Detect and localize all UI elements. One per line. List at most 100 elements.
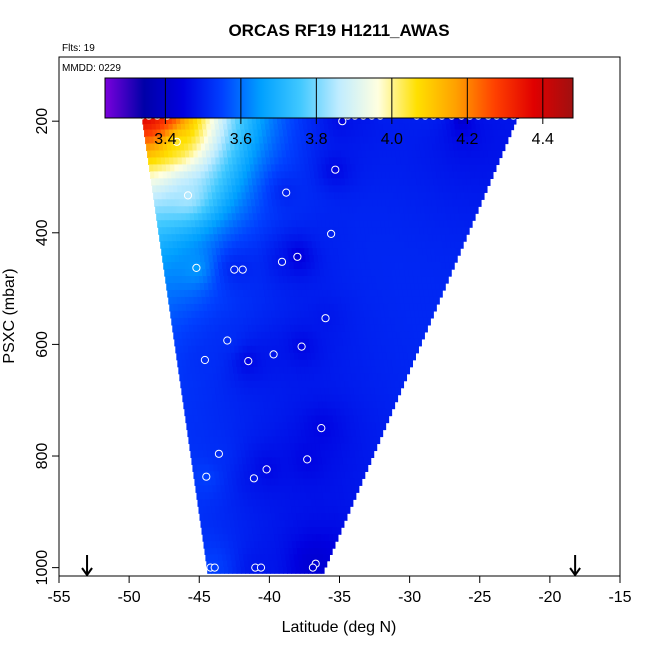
- heatmap-cell: [294, 296, 300, 305]
- heatmap-cell: [154, 118, 160, 125]
- heatmap-cell: [267, 520, 273, 528]
- heatmap-cell: [283, 366, 289, 375]
- heatmap-cell: [295, 566, 301, 574]
- heatmap-cell: [180, 234, 186, 242]
- heatmap-cell: [252, 387, 258, 396]
- heatmap-cell: [207, 129, 212, 138]
- heatmap-cell: [263, 255, 268, 263]
- heatmap-cell: [179, 289, 185, 298]
- heatmap-cell: [425, 303, 431, 312]
- heatmap-cell: [192, 289, 198, 298]
- heatmap-cell: [293, 234, 299, 242]
- heatmap-cell: [240, 566, 246, 574]
- heatmap-cell: [359, 394, 364, 403]
- heatmap-cell: [420, 206, 426, 214]
- heatmap-cell: [429, 213, 435, 221]
- heatmap-cell: [348, 234, 354, 242]
- heatmap-cell: [446, 241, 452, 249]
- heatmap-cell: [284, 373, 290, 382]
- heatmap-cell: [273, 178, 278, 186]
- heatmap-cell: [457, 171, 463, 179]
- heatmap-cell: [220, 366, 226, 375]
- heatmap-cell: [368, 136, 373, 145]
- heatmap-cell: [289, 262, 295, 270]
- heatmap-cell: [372, 310, 378, 319]
- heatmap-cell: [458, 150, 464, 159]
- heatmap-cell: [386, 380, 392, 389]
- heatmap-cell: [379, 185, 385, 193]
- heatmap-cell: [282, 241, 288, 249]
- heatmap-cell: [390, 380, 396, 389]
- heatmap-cell: [221, 255, 226, 263]
- heatmap-cell: [311, 324, 316, 333]
- heatmap-cell: [189, 213, 195, 221]
- heatmap-cell: [249, 248, 255, 256]
- heatmap-cell: [282, 415, 287, 424]
- heatmap-cell: [335, 408, 341, 417]
- heatmap-cell: [296, 338, 302, 347]
- heatmap-cell: [225, 283, 230, 291]
- heatmap-cell: [334, 136, 340, 145]
- heatmap-cell: [298, 178, 304, 186]
- heatmap-cell: [288, 485, 293, 493]
- heatmap-cell: [178, 338, 184, 347]
- heatmap-cell: [163, 262, 169, 270]
- heatmap-cell: [252, 443, 258, 452]
- heatmap-cell: [354, 276, 360, 284]
- heatmap-cell: [232, 359, 237, 368]
- heatmap-cell: [270, 129, 276, 138]
- heatmap-cell: [247, 234, 253, 242]
- heatmap-cell: [392, 192, 398, 200]
- heatmap-cell: [184, 380, 190, 389]
- heatmap-cell: [180, 352, 186, 361]
- heatmap-cell: [278, 450, 284, 459]
- heatmap-cell: [314, 408, 320, 417]
- heatmap-cell: [288, 227, 294, 235]
- heatmap-cell: [242, 199, 248, 207]
- heatmap-cell: [207, 192, 213, 200]
- x-axis-label: Latitude (deg N): [282, 619, 397, 636]
- heatmap-cell: [235, 443, 241, 452]
- heatmap-cell: [289, 436, 295, 445]
- heatmap-cell: [272, 143, 278, 152]
- heatmap-cell: [335, 492, 341, 500]
- heatmap-cell: [440, 262, 446, 270]
- heatmap-cell: [197, 178, 203, 186]
- heatmap-cell: [315, 296, 321, 305]
- heatmap-cell: [177, 213, 183, 221]
- heatmap-cell: [262, 485, 268, 493]
- heatmap-cell: [226, 324, 232, 333]
- heatmap-cell: [361, 352, 367, 361]
- heatmap-cell: [401, 136, 407, 145]
- heatmap-cell: [350, 331, 355, 340]
- heatmap-cell: [231, 241, 237, 249]
- heatmap-cell: [384, 192, 390, 200]
- heatmap-cell: [458, 206, 463, 214]
- heatmap-cell: [407, 262, 413, 270]
- heatmap-cell: [169, 248, 175, 256]
- heatmap-cell: [308, 192, 314, 200]
- heatmap-cell: [208, 283, 214, 291]
- heatmap-cell: [451, 192, 457, 200]
- heatmap-cell: [316, 359, 321, 368]
- heatmap-cell: [204, 457, 209, 465]
- heatmap-cell: [206, 241, 212, 249]
- heatmap-cell: [402, 373, 408, 382]
- heatmap-cell: [428, 206, 434, 214]
- heatmap-cell: [190, 331, 195, 340]
- heatmap-cell: [252, 527, 257, 535]
- heatmap-cell: [346, 366, 352, 375]
- heatmap-cell: [223, 185, 229, 193]
- heatmap-cell: [306, 234, 312, 242]
- heatmap-cell: [190, 220, 196, 228]
- heatmap-cell: [256, 269, 262, 277]
- heatmap-cell: [267, 457, 272, 465]
- heatmap-cell: [380, 310, 386, 319]
- heatmap-cell: [358, 359, 364, 368]
- heatmap-cell: [191, 255, 197, 263]
- heatmap-cell: [194, 450, 200, 459]
- heatmap-cell: [222, 436, 227, 445]
- heatmap-cell: [197, 150, 203, 159]
- heatmap-cell: [330, 520, 336, 528]
- heatmap-cell: [271, 485, 277, 493]
